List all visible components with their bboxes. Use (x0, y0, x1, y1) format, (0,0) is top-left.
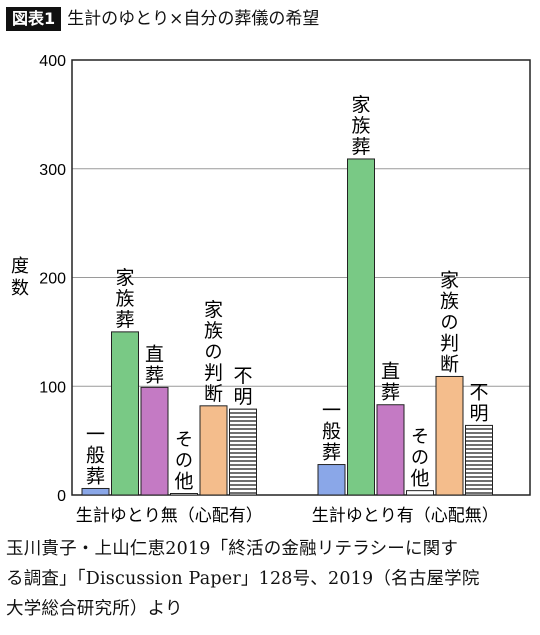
bar-label: 家 (115, 267, 134, 289)
bar-label: 直 (145, 343, 164, 365)
bar-label: 判 (440, 332, 459, 354)
y-tick-label: 200 (39, 271, 66, 288)
bar-label: 明 (233, 386, 252, 408)
bar (111, 331, 139, 496)
bar (170, 493, 198, 496)
bar (229, 408, 257, 496)
bar (199, 405, 228, 496)
bar-label: 他 (174, 471, 193, 493)
bar-label: 族 (115, 288, 134, 310)
bar-chart: 0100200300400度数一般葬家族葬直葬その他家族の判断不明生計ゆとり無（… (11, 53, 531, 526)
figure-header: 図表1 生計のゆとり×自分の葬儀の希望 (6, 6, 319, 32)
bar-label: 断 (204, 383, 223, 405)
source-line: 大学総合研究所）より (6, 599, 183, 619)
bar-label: 一 (86, 423, 105, 445)
bar-label: 族 (440, 290, 459, 312)
bar-label: 葬 (115, 309, 134, 331)
x-category-label: 生計ゆとり有（心配無） (312, 506, 499, 526)
bar-label: そ (175, 430, 193, 451)
bar-label: 葬 (86, 465, 105, 487)
bar-label: 族 (204, 320, 223, 342)
figure-title: 生計のゆとり×自分の葬儀の希望 (67, 9, 320, 29)
bar-label: 他 (410, 468, 429, 490)
bar-label: 明 (469, 402, 488, 424)
bar (317, 464, 346, 496)
y-tick-label: 100 (39, 379, 66, 396)
y-tick-label: 300 (39, 162, 66, 179)
bar-label: 葬 (351, 136, 370, 158)
bar (435, 375, 464, 496)
y-axis-label: 度 (11, 256, 29, 277)
bar-label: 不 (233, 365, 252, 387)
bar (376, 404, 405, 496)
bar-label: 断 (440, 353, 459, 375)
source-line: 玉川貴子・上山仁恵2019「終活の金融リテラシーに関す (6, 539, 459, 559)
figure-tag: 図表1 (6, 7, 62, 31)
y-tick-label: 400 (39, 53, 66, 70)
bar-label: 家 (351, 94, 370, 116)
bar (406, 490, 434, 496)
bar-label: 葬 (381, 382, 400, 404)
bar (465, 424, 493, 496)
bar-label: 直 (381, 361, 400, 383)
bar-label: 般 (322, 421, 341, 443)
bar-label: の (175, 451, 193, 472)
bar-label: 般 (86, 444, 105, 466)
y-tick-label: 0 (57, 488, 66, 505)
bar (347, 158, 375, 496)
source-note: 玉川貴子・上山仁恵2019「終活の金融リテラシーに関す る調査」「Discuss… (6, 534, 534, 624)
bar-label: 族 (351, 115, 370, 137)
bar (81, 487, 110, 496)
bar-label: 葬 (145, 364, 164, 386)
bar-label: の (205, 342, 223, 363)
bar-label: 判 (204, 362, 223, 384)
bar-label: そ (411, 427, 429, 448)
bar-label: の (411, 448, 429, 469)
bar-label: 家 (204, 299, 223, 321)
plot-frame (71, 59, 531, 496)
bar-label: 一 (322, 400, 341, 422)
bar-label: の (441, 312, 459, 333)
y-axis-label: 数 (11, 278, 29, 299)
source-line: る調査」「Discussion Paper」128号、2019（名古屋学院 (6, 569, 480, 589)
bar-label: 家 (440, 269, 459, 291)
bar (140, 386, 169, 496)
x-category-label: 生計ゆとり無（心配有） (76, 506, 263, 526)
bar-label: 葬 (322, 442, 341, 464)
bar-label: 不 (469, 381, 488, 403)
